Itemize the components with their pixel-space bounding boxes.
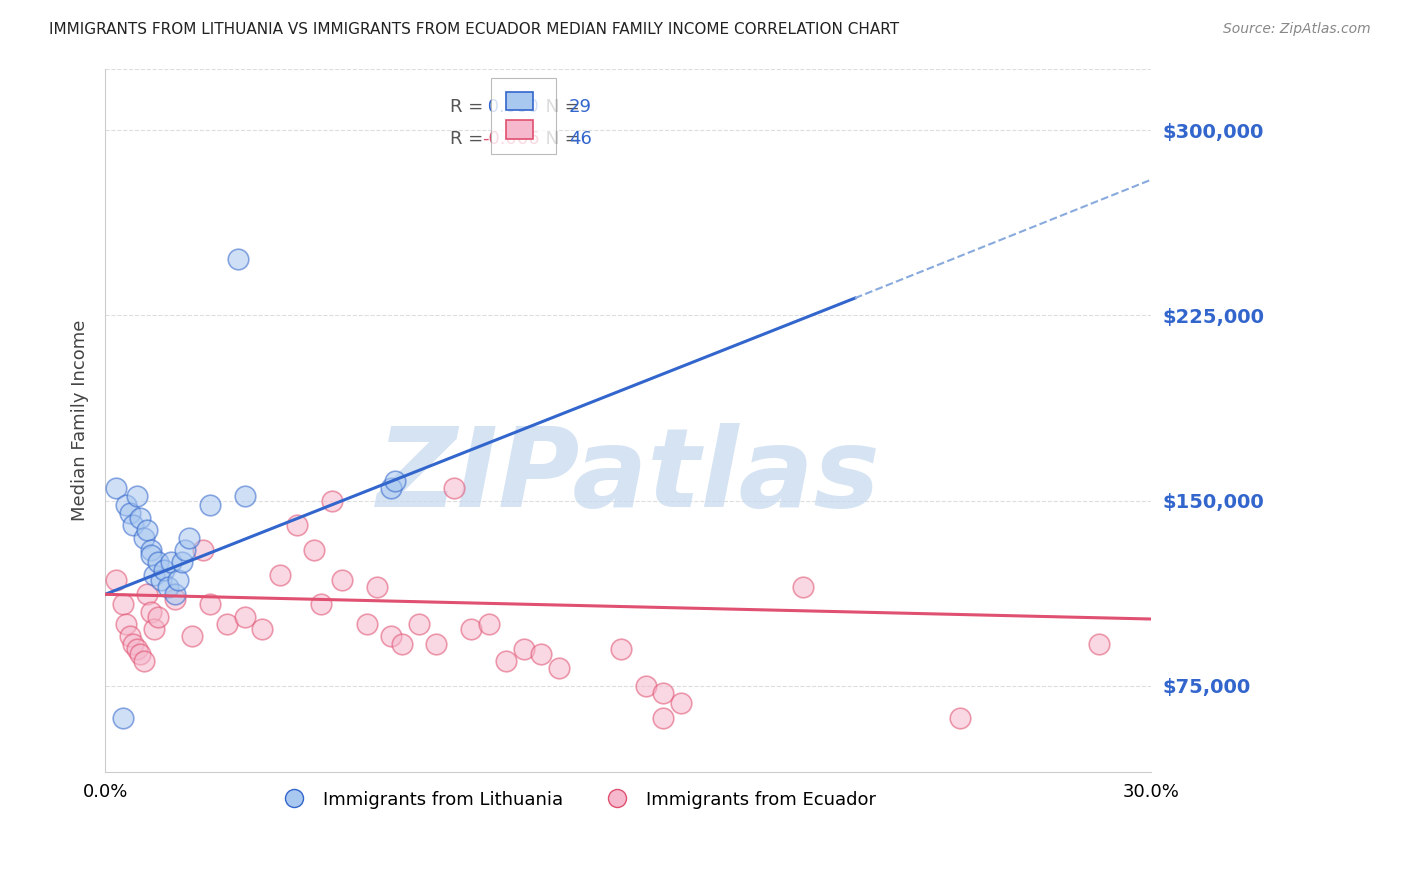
Point — [380, 481, 402, 495]
Point — [160, 555, 183, 569]
Point — [132, 654, 155, 668]
Point — [652, 686, 675, 700]
Point — [512, 641, 534, 656]
Point — [170, 555, 193, 569]
Point — [530, 647, 553, 661]
Text: -0.066: -0.066 — [482, 130, 540, 148]
Point — [125, 489, 148, 503]
Text: N =: N = — [534, 98, 586, 116]
Point — [115, 617, 138, 632]
Point — [610, 641, 633, 656]
Point — [304, 542, 326, 557]
Legend: Immigrants from Lithuania, Immigrants from Ecuador: Immigrants from Lithuania, Immigrants fr… — [269, 783, 883, 816]
Point — [122, 518, 145, 533]
Point — [233, 489, 256, 503]
Point — [125, 641, 148, 656]
Point — [948, 711, 970, 725]
Point — [129, 647, 152, 661]
Point — [167, 573, 190, 587]
Point — [118, 629, 141, 643]
Point — [136, 587, 159, 601]
Point — [250, 622, 273, 636]
Point — [366, 580, 388, 594]
Point — [139, 548, 162, 562]
Point — [380, 629, 402, 643]
Point — [177, 531, 200, 545]
Point — [104, 573, 127, 587]
Point — [792, 580, 814, 594]
Point — [115, 499, 138, 513]
Point — [547, 661, 569, 675]
Text: IMMIGRANTS FROM LITHUANIA VS IMMIGRANTS FROM ECUADOR MEDIAN FAMILY INCOME CORREL: IMMIGRANTS FROM LITHUANIA VS IMMIGRANTS … — [49, 22, 900, 37]
Text: Source: ZipAtlas.com: Source: ZipAtlas.com — [1223, 22, 1371, 37]
Point — [122, 637, 145, 651]
Y-axis label: Median Family Income: Median Family Income — [72, 319, 89, 521]
Point — [321, 493, 343, 508]
Text: 0.680: 0.680 — [482, 98, 538, 116]
Point — [139, 542, 162, 557]
Point — [143, 567, 166, 582]
Text: 46: 46 — [568, 130, 592, 148]
Text: ZIPatlas: ZIPatlas — [377, 423, 880, 530]
Point — [408, 617, 430, 632]
Point — [150, 573, 173, 587]
Point — [156, 580, 179, 594]
Point — [146, 609, 169, 624]
Point — [460, 622, 482, 636]
Point — [191, 542, 214, 557]
Point — [181, 629, 204, 643]
Point — [139, 605, 162, 619]
Point — [104, 481, 127, 495]
Point — [233, 609, 256, 624]
Point — [146, 555, 169, 569]
Point — [652, 711, 675, 725]
Point — [111, 597, 134, 611]
Point — [163, 587, 186, 601]
Point — [198, 499, 221, 513]
Point — [132, 531, 155, 545]
Point — [443, 481, 465, 495]
Point — [269, 567, 291, 582]
Point — [311, 597, 333, 611]
Point — [356, 617, 378, 632]
Point — [391, 637, 413, 651]
Point — [669, 696, 692, 710]
Point — [285, 518, 308, 533]
Point — [143, 622, 166, 636]
Point — [1088, 637, 1111, 651]
Point — [634, 679, 657, 693]
Point — [198, 597, 221, 611]
Point — [174, 542, 197, 557]
Point — [118, 506, 141, 520]
Point — [226, 252, 249, 266]
Text: 29: 29 — [568, 98, 592, 116]
Point — [478, 617, 501, 632]
Point — [153, 563, 176, 577]
Point — [495, 654, 517, 668]
Point — [163, 592, 186, 607]
Text: N =: N = — [534, 130, 586, 148]
Point — [111, 711, 134, 725]
Point — [129, 511, 152, 525]
Point — [330, 573, 353, 587]
Point — [217, 617, 239, 632]
Text: R =: R = — [450, 98, 489, 116]
Point — [384, 474, 406, 488]
Point — [136, 523, 159, 537]
Point — [425, 637, 447, 651]
Text: R =: R = — [450, 130, 489, 148]
